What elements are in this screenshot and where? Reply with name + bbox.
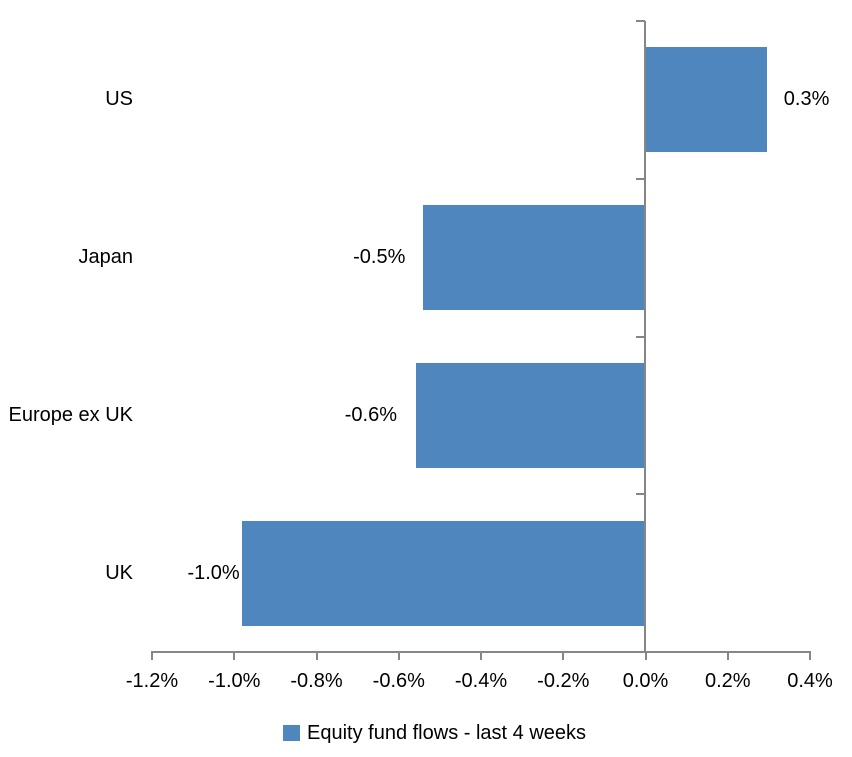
value-tick-label: -0.6% bbox=[372, 670, 425, 692]
value-tick bbox=[151, 652, 153, 660]
category-label-uk: UK bbox=[105, 561, 133, 584]
value-tick bbox=[233, 652, 236, 660]
value-tick-label: 0.0% bbox=[622, 670, 669, 692]
category-tick bbox=[635, 20, 645, 22]
category-tick bbox=[635, 493, 645, 496]
value-axis-line bbox=[151, 651, 811, 653]
value-tick-label: -1.0% bbox=[208, 670, 261, 692]
value-tick-label: -1.2% bbox=[125, 670, 179, 692]
category-tick bbox=[635, 335, 645, 338]
chart-legend: Equity fund flows - last 4 weeks bbox=[283, 722, 586, 744]
category-label-us: US bbox=[105, 88, 133, 111]
value-tick bbox=[480, 652, 482, 660]
legend-color-swatch bbox=[283, 725, 300, 741]
value-tick-label: -0.4% bbox=[454, 670, 508, 692]
value-tick bbox=[397, 652, 400, 660]
bar-japan bbox=[423, 205, 646, 311]
value-tick-label: -0.2% bbox=[537, 670, 590, 692]
value-tick bbox=[644, 652, 647, 660]
bar-uk bbox=[241, 520, 646, 626]
category-tick bbox=[635, 177, 645, 180]
bar-europe-ex-uk bbox=[416, 362, 646, 468]
data-label-europe-ex-uk: -0.6% bbox=[344, 403, 397, 426]
value-tick bbox=[809, 652, 811, 660]
zero-baseline-axis bbox=[644, 21, 646, 652]
value-tick-label: 0.4% bbox=[787, 670, 833, 692]
bar-us bbox=[645, 47, 767, 153]
data-label-japan: -0.5% bbox=[353, 246, 406, 269]
value-tick bbox=[726, 652, 729, 660]
value-tick-label: -0.8% bbox=[290, 670, 343, 692]
value-tick bbox=[562, 652, 565, 660]
value-tick-label: 0.2% bbox=[705, 670, 751, 692]
data-label-uk: -1.0% bbox=[187, 561, 240, 584]
category-label-japan: Japan bbox=[78, 246, 134, 269]
category-label-europe-ex-uk: Europe ex UK bbox=[8, 403, 133, 426]
value-tick bbox=[315, 652, 318, 660]
legend-label: Equity fund flows - last 4 weeks bbox=[307, 721, 587, 744]
data-label-us: 0.3% bbox=[783, 88, 830, 111]
